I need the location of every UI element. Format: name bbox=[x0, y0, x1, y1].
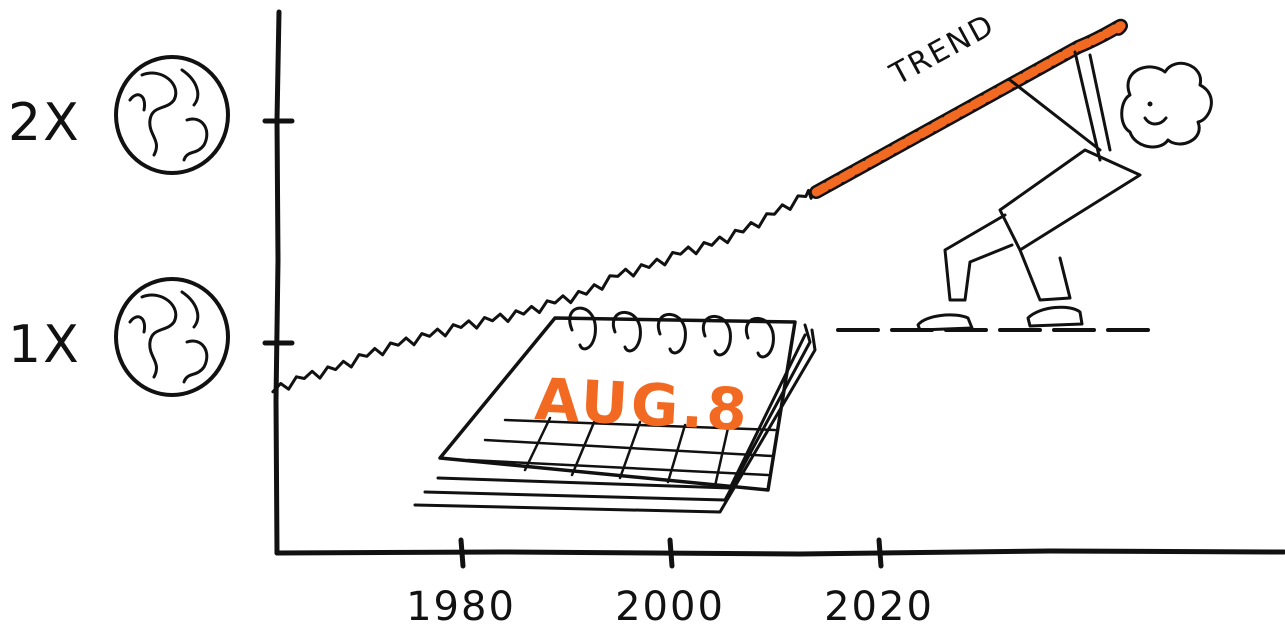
earth-globe-icon bbox=[114, 277, 230, 397]
calendar-grid bbox=[466, 416, 777, 488]
x-axis-line bbox=[274, 548, 1285, 557]
y-tick-label: 1X bbox=[8, 315, 81, 375]
x-tick-mark bbox=[458, 537, 466, 569]
earth-globe-icon bbox=[114, 55, 230, 175]
trend-extension bbox=[809, 18, 1128, 200]
y-tick-label: 2X bbox=[8, 93, 81, 153]
trend-rope bbox=[811, 21, 1126, 197]
calendar-rings bbox=[568, 306, 775, 359]
x-tick-label: 2020 bbox=[824, 584, 934, 626]
trend-label: TREND bbox=[884, 7, 1001, 92]
axes bbox=[273, 9, 1285, 557]
calendar-icon: AUG.8 bbox=[413, 306, 817, 514]
x-tick-label: 2000 bbox=[615, 584, 725, 626]
x-tick-mark bbox=[876, 537, 884, 569]
person-pulling-trend-icon bbox=[916, 50, 1213, 332]
footprint-line bbox=[271, 186, 818, 394]
y-ticks: 1X 2X bbox=[8, 55, 295, 397]
x-tick-label: 1980 bbox=[406, 584, 516, 626]
x-ticks: 1980 2000 2020 bbox=[406, 537, 934, 626]
y-axis-line bbox=[273, 9, 282, 556]
x-tick-mark bbox=[667, 537, 675, 569]
calendar-date: AUG.8 bbox=[533, 365, 751, 444]
